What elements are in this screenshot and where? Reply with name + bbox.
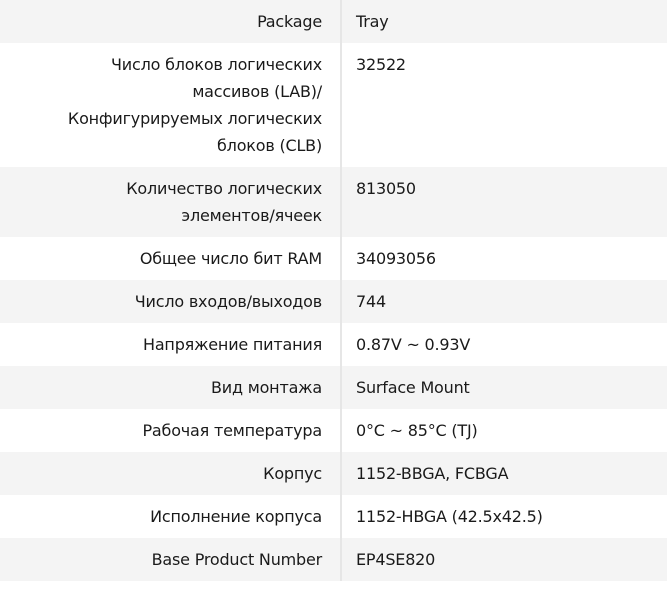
spec-value: 32522: [356, 55, 406, 74]
spec-label: Количество логических элементов/ячеек: [0, 167, 342, 237]
spec-row: Количество логических элементов/ячеек 813…: [0, 167, 667, 237]
spec-row: Package Tray: [0, 0, 667, 43]
spec-value: Surface Mount: [341, 366, 667, 409]
spec-label: Вид монтажа: [0, 366, 342, 409]
spec-row: Исполнение корпуса 1152-HBGA (42.5x42.5): [0, 495, 667, 538]
spec-label: Число блоков логических массивов (LAB)/ …: [0, 43, 342, 167]
spec-label: Рабочая температура: [0, 409, 342, 452]
spec-value: EP4SE820: [341, 538, 667, 581]
spec-value: 813050: [341, 167, 667, 237]
spec-row: Вид монтажа Surface Mount: [0, 366, 667, 409]
spec-label: Общее число бит RAM: [0, 237, 342, 280]
spec-row: Рабочая температура 0°C ~ 85°C (TJ): [0, 409, 667, 452]
spec-label: Корпус: [0, 452, 342, 495]
spec-label: Package: [0, 0, 342, 43]
spec-value: 1152-HBGA (42.5x42.5): [356, 507, 543, 526]
spec-value: 1152-BBGA, FCBGA: [341, 452, 667, 495]
spec-value: 0.87V ~ 0.93V: [356, 335, 471, 354]
spec-row: Общее число бит RAM 34093056: [0, 237, 667, 280]
spec-label: Напряжение питания: [0, 323, 342, 366]
spec-value: 0°C ~ 85°C (TJ): [356, 421, 478, 440]
spec-table: Package Tray Число блоков логических масси…: [0, 0, 667, 581]
spec-row: Корпус 1152-BBGA, FCBGA: [0, 452, 667, 495]
spec-label: Исполнение корпуса: [0, 495, 342, 538]
spec-value: Tray: [341, 0, 667, 43]
spec-row: Число входов/выходов 744: [0, 280, 667, 323]
spec-value: 34093056: [356, 249, 436, 268]
spec-row: Число блоков логических массивов (LAB)/ …: [0, 43, 667, 167]
spec-row: Напряжение питания 0.87V ~ 0.93V: [0, 323, 667, 366]
spec-label: Base Product Number: [0, 538, 342, 581]
spec-row: Base Product Number EP4SE820: [0, 538, 667, 581]
spec-label: Число входов/выходов: [0, 280, 342, 323]
spec-value: 744: [341, 280, 667, 323]
